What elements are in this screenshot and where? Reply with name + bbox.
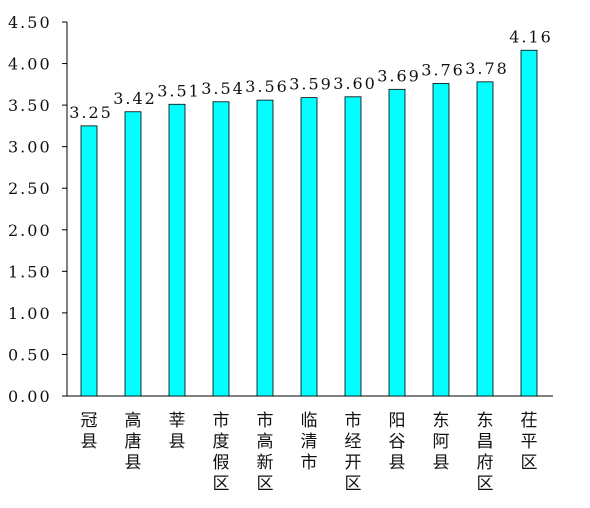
category-label: 临清市 <box>301 411 318 473</box>
y-tick-label: 3.00 <box>8 138 52 157</box>
data-label: 3.76 <box>421 61 465 80</box>
data-label: 3.42 <box>113 89 157 108</box>
bar <box>168 103 186 397</box>
data-label: 3.54 <box>201 79 245 98</box>
y-tick-label: 2.50 <box>8 179 52 198</box>
category-label: 高唐县 <box>125 411 142 473</box>
category-label: 冠县 <box>81 411 98 452</box>
bar <box>80 125 98 397</box>
data-label: 3.56 <box>245 77 289 96</box>
y-tick-label: 3.50 <box>8 96 52 115</box>
y-tick-label: 4.00 <box>8 55 52 74</box>
category-label: 东昌府区 <box>477 411 494 494</box>
data-label: 3.25 <box>69 103 113 122</box>
bar <box>256 99 274 397</box>
bar <box>212 101 230 397</box>
bar <box>520 49 538 397</box>
y-tick-label: 4.50 <box>8 13 52 32</box>
category-label: 市高新区 <box>257 411 274 494</box>
bar <box>432 83 450 397</box>
bar <box>300 97 318 397</box>
y-tick-label: 0.50 <box>8 345 52 364</box>
category-label: 莘县 <box>169 411 186 452</box>
data-label: 3.69 <box>377 66 421 85</box>
data-label: 3.51 <box>157 81 201 100</box>
data-label: 3.59 <box>289 75 333 94</box>
bar <box>124 111 142 397</box>
category-label: 阳谷县 <box>389 411 406 473</box>
bar <box>344 96 362 397</box>
category-label: 市经开区 <box>345 411 362 494</box>
y-tick-label: 2.00 <box>8 221 52 240</box>
category-label: 东阿县 <box>433 411 450 473</box>
y-tick-label: 0.00 <box>8 387 52 406</box>
data-label: 3.78 <box>465 59 509 78</box>
y-tick-label: 1.00 <box>8 304 52 323</box>
data-label: 4.16 <box>509 27 553 46</box>
bar <box>476 81 494 397</box>
category-label: 茌平区 <box>521 411 538 473</box>
bar <box>388 88 406 397</box>
y-tick-label: 1.50 <box>8 262 52 281</box>
data-label: 3.60 <box>333 74 377 93</box>
category-label: 市度假区 <box>213 411 230 494</box>
